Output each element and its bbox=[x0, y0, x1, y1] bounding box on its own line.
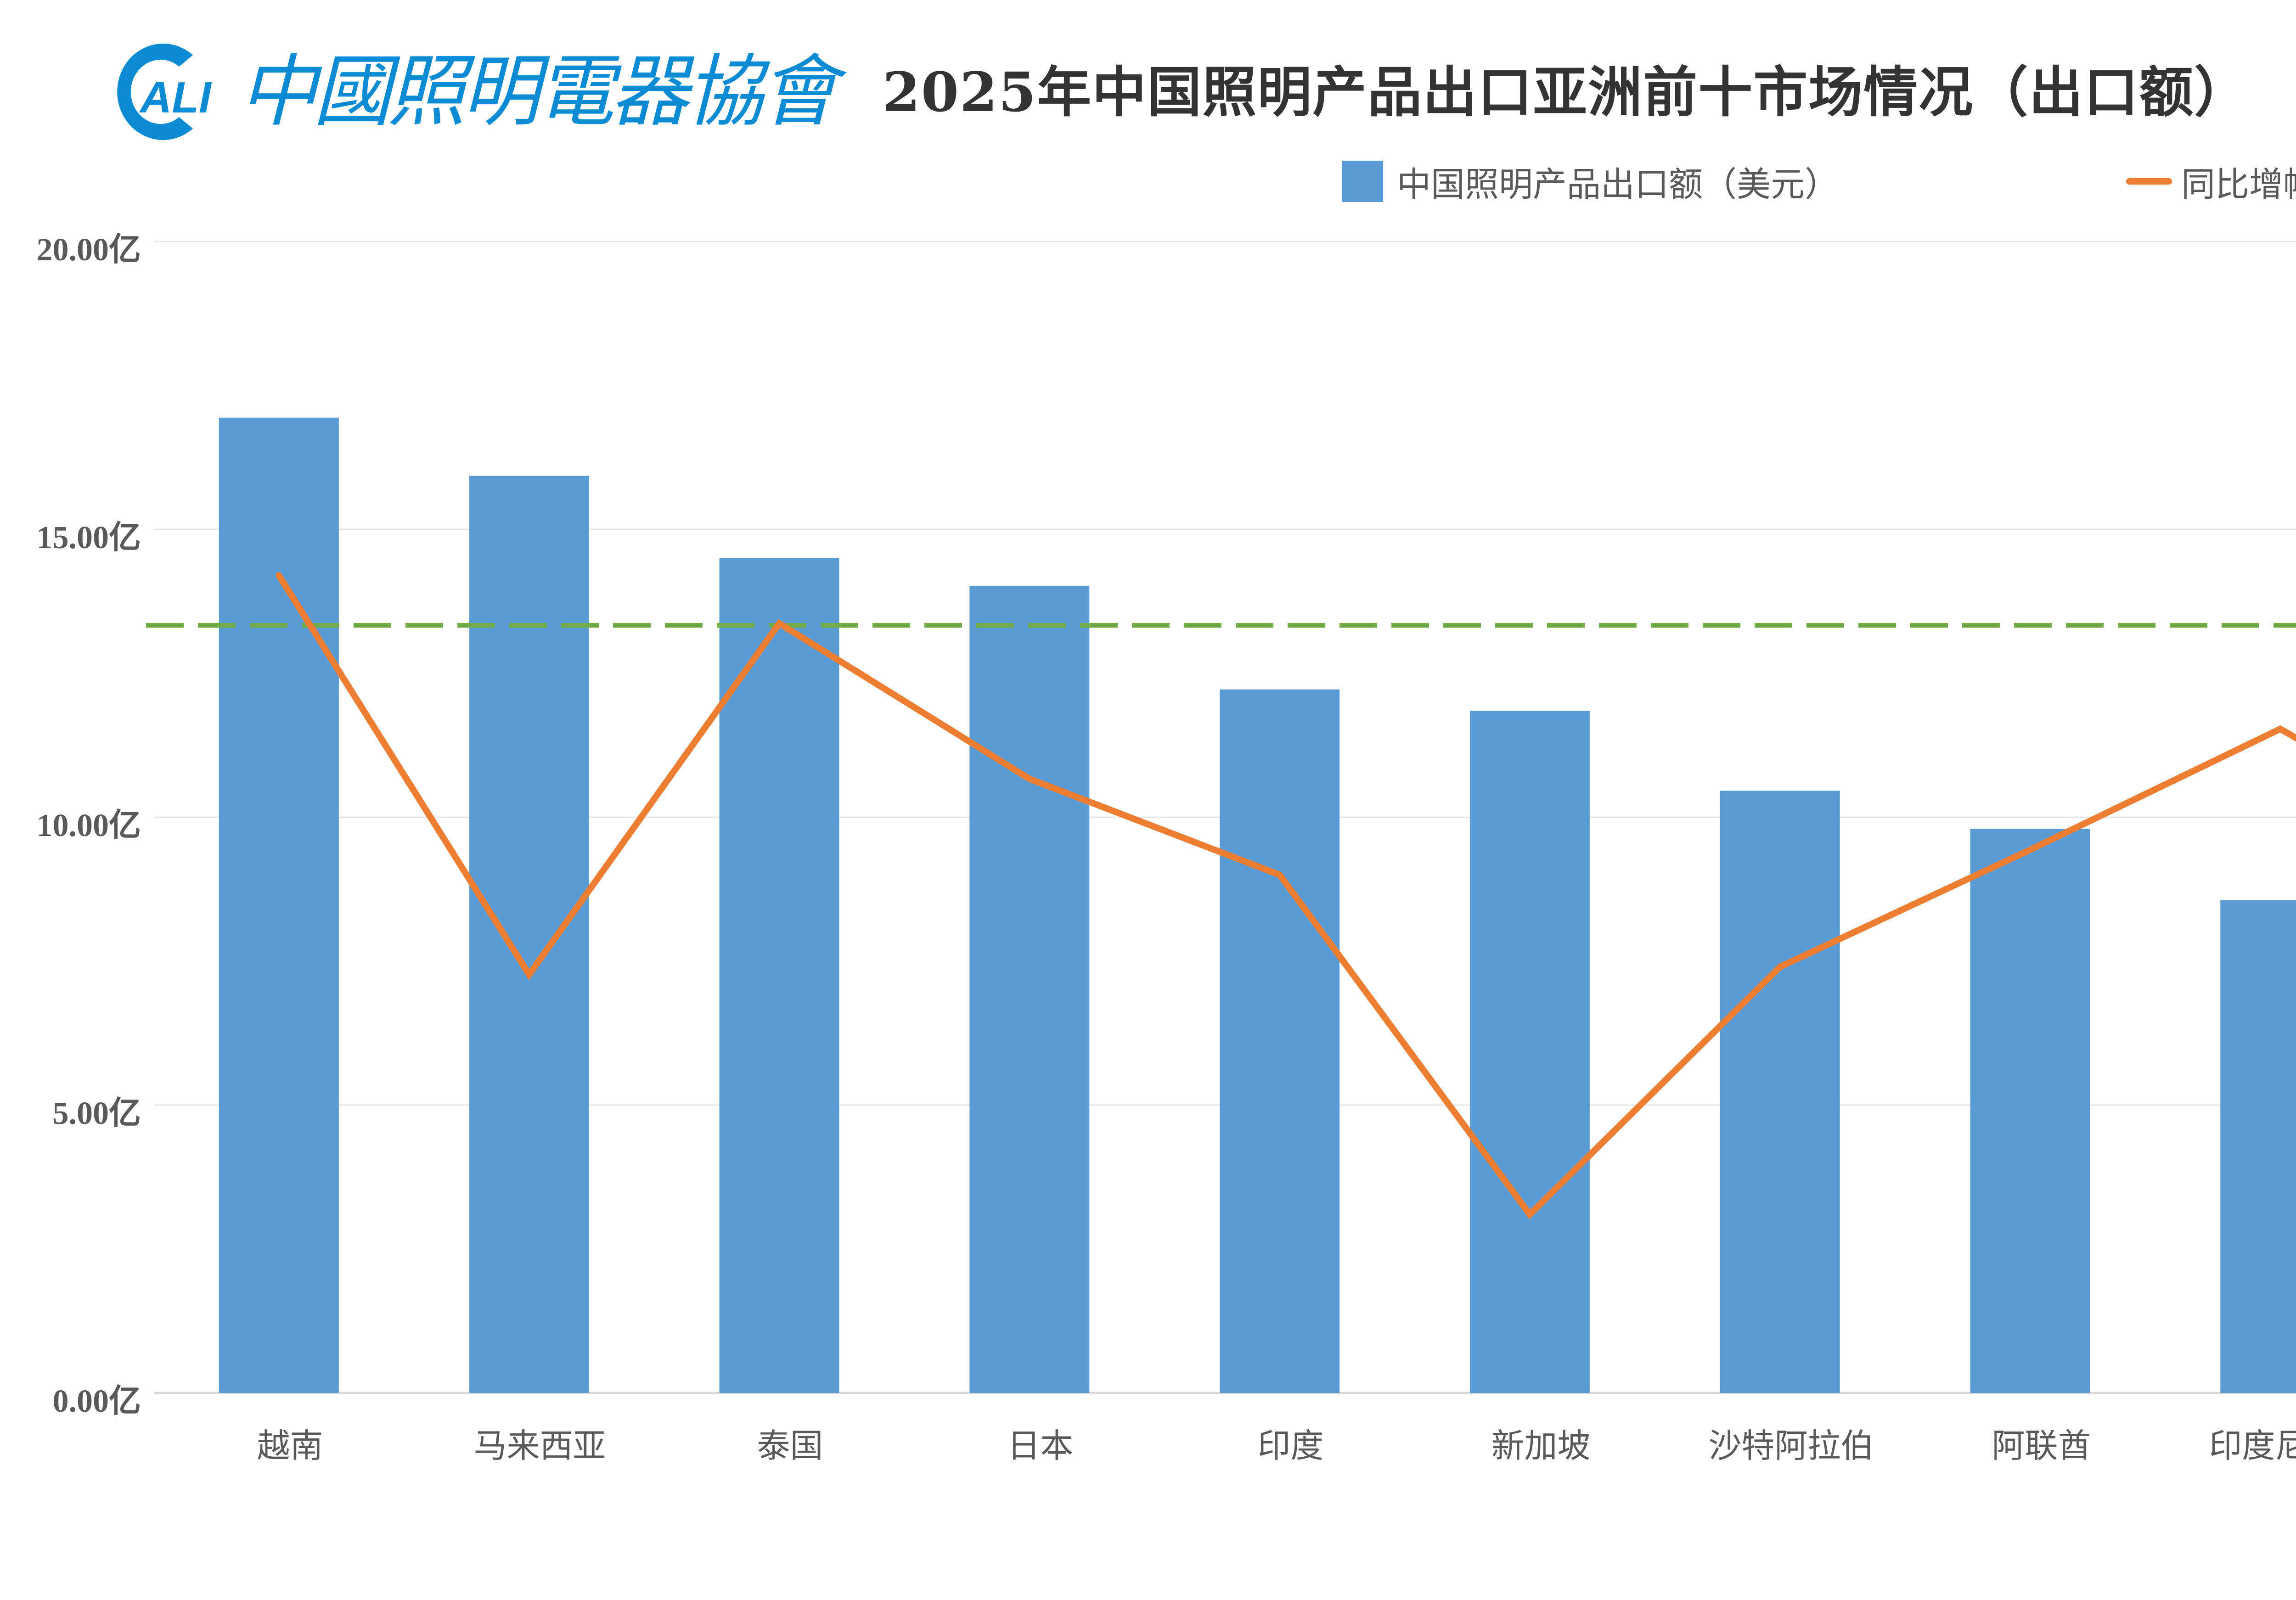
bar-series bbox=[219, 417, 2296, 1393]
line-swatch-icon bbox=[2126, 178, 2172, 185]
left-axis-tick: 0.00亿 bbox=[52, 1384, 141, 1419]
bar bbox=[719, 558, 839, 1393]
bar bbox=[1469, 711, 1590, 1393]
line-series bbox=[276, 572, 2296, 1219]
x-axis-label: 泰国 bbox=[757, 1426, 823, 1465]
left-axis-tick: 10.00亿 bbox=[36, 808, 141, 843]
svg-text:ALI: ALI bbox=[139, 73, 212, 122]
x-axis-label: 沙特阿拉伯 bbox=[1708, 1426, 1874, 1465]
legend-item-yoy-growth[interactable]: 同比增幅（%） bbox=[2126, 163, 2296, 204]
bar bbox=[1720, 791, 1840, 1393]
x-axis-label: 印度 bbox=[1257, 1426, 1324, 1465]
chart-title: 2025年中国照明产品出口亚洲前十市场情况（出口额） bbox=[882, 60, 2250, 124]
yoy-growth-line bbox=[276, 572, 2296, 1219]
x-axis-label: 马来西亚 bbox=[473, 1426, 606, 1465]
bar bbox=[1970, 829, 2090, 1393]
logo-text: 中國照明電器協會 bbox=[239, 46, 838, 137]
x-axis-label: 阿联酋 bbox=[1992, 1426, 2091, 1465]
bar bbox=[219, 417, 339, 1393]
left-axis-tick: 5.00亿 bbox=[52, 1096, 141, 1131]
left-axis-tick: 15.00亿 bbox=[36, 520, 141, 556]
bar bbox=[2220, 900, 2296, 1393]
x-axis-label: 越南 bbox=[257, 1426, 323, 1465]
x-axis-label: 新加坡 bbox=[1491, 1426, 1591, 1465]
legend-label-yoy-growth: 同比增幅（%） bbox=[2181, 164, 2296, 204]
x-axis-label: 印度尼西亚 bbox=[2209, 1426, 2296, 1465]
bar bbox=[1220, 689, 1340, 1393]
left-axis-tick: 20.00亿 bbox=[36, 232, 141, 268]
cali-logo-icon: ALI bbox=[117, 44, 212, 140]
bar-swatch-icon bbox=[1342, 161, 1383, 202]
x-axis-label: 日本 bbox=[1007, 1426, 1074, 1465]
legend-item-export-value[interactable]: 中国照明产品出口额（美元） bbox=[1342, 161, 1839, 204]
legend-label-export-value: 中国照明产品出口额（美元） bbox=[1397, 164, 1839, 204]
association-logo: ALI 中國照明電器協會 bbox=[106, 37, 838, 147]
bar bbox=[469, 476, 589, 1393]
bar bbox=[969, 585, 1090, 1393]
